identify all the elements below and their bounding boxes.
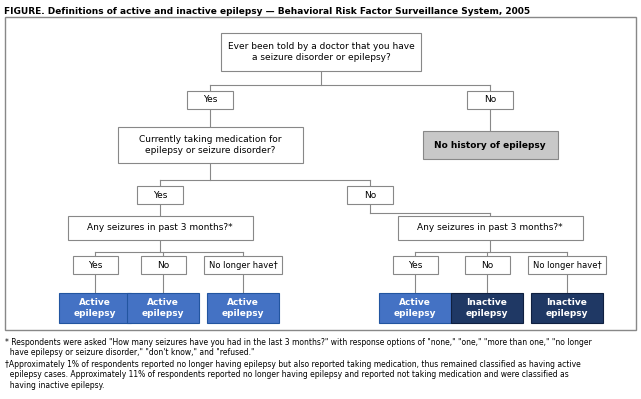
FancyBboxPatch shape xyxy=(397,216,583,240)
Text: Any seizures in past 3 months?*: Any seizures in past 3 months?* xyxy=(417,223,563,233)
FancyBboxPatch shape xyxy=(347,186,393,204)
FancyBboxPatch shape xyxy=(221,33,421,71)
FancyBboxPatch shape xyxy=(531,293,603,323)
FancyBboxPatch shape xyxy=(392,256,438,274)
FancyBboxPatch shape xyxy=(465,256,510,274)
FancyBboxPatch shape xyxy=(207,293,279,323)
FancyBboxPatch shape xyxy=(117,127,303,163)
Text: FIGURE. Definitions of active and inactive epilepsy — Behavioral Risk Factor Sur: FIGURE. Definitions of active and inacti… xyxy=(4,7,530,16)
Text: No history of epilepsy: No history of epilepsy xyxy=(434,140,546,150)
FancyBboxPatch shape xyxy=(59,293,131,323)
Text: * Respondents were asked "How many seizures have you had in the last 3 months?" : * Respondents were asked "How many seizu… xyxy=(5,338,592,358)
Text: Yes: Yes xyxy=(153,190,167,200)
Text: Active
epilepsy: Active epilepsy xyxy=(74,298,116,318)
FancyBboxPatch shape xyxy=(204,256,282,274)
Text: No: No xyxy=(157,261,169,269)
Text: Yes: Yes xyxy=(408,261,422,269)
Text: Currently taking medication for
epilepsy or seizure disorder?: Currently taking medication for epilepsy… xyxy=(138,135,281,155)
Text: No: No xyxy=(484,95,496,105)
FancyBboxPatch shape xyxy=(187,91,233,109)
FancyBboxPatch shape xyxy=(137,186,183,204)
Text: No longer have†: No longer have† xyxy=(533,261,601,269)
FancyBboxPatch shape xyxy=(467,91,513,109)
FancyBboxPatch shape xyxy=(127,293,199,323)
Text: Active
epilepsy: Active epilepsy xyxy=(142,298,184,318)
Text: Inactive
epilepsy: Inactive epilepsy xyxy=(466,298,508,318)
Text: Active
epilepsy: Active epilepsy xyxy=(394,298,437,318)
FancyBboxPatch shape xyxy=(140,256,185,274)
FancyBboxPatch shape xyxy=(67,216,253,240)
Text: Any seizures in past 3 months?*: Any seizures in past 3 months?* xyxy=(87,223,233,233)
Text: Ever been told by a doctor that you have
a seizure disorder or epilepsy?: Ever been told by a doctor that you have… xyxy=(228,42,414,62)
FancyBboxPatch shape xyxy=(528,256,606,274)
Text: Active
epilepsy: Active epilepsy xyxy=(222,298,264,318)
Text: No: No xyxy=(364,190,376,200)
FancyBboxPatch shape xyxy=(422,131,558,159)
Text: No longer have†: No longer have† xyxy=(208,261,278,269)
FancyBboxPatch shape xyxy=(379,293,451,323)
FancyBboxPatch shape xyxy=(72,256,117,274)
Text: †Approximately 1% of respondents reported no longer having epilepsy but also rep: †Approximately 1% of respondents reporte… xyxy=(5,360,581,390)
FancyBboxPatch shape xyxy=(451,293,523,323)
Text: Yes: Yes xyxy=(203,95,217,105)
Text: Yes: Yes xyxy=(88,261,102,269)
Text: Inactive
epilepsy: Inactive epilepsy xyxy=(545,298,588,318)
Text: No: No xyxy=(481,261,493,269)
